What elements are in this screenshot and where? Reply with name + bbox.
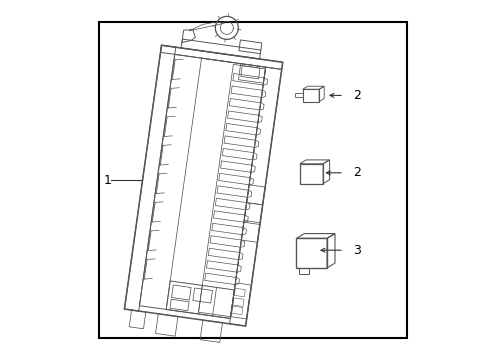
Bar — [99, 22, 407, 338]
Text: 2: 2 — [353, 166, 361, 179]
Text: 1: 1 — [103, 174, 111, 186]
Text: 2: 2 — [353, 89, 361, 102]
Text: 3: 3 — [353, 244, 361, 257]
